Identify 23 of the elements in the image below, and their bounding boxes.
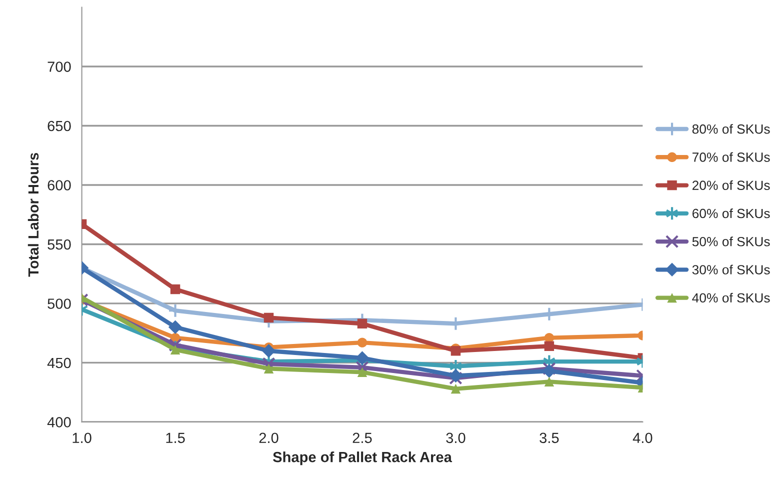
legend-label: 60% of SKUs	[692, 208, 770, 218]
y-tick-label: 500	[48, 298, 71, 309]
x-tick-label: 3.0	[446, 432, 466, 444]
x-tick-label: 4.0	[632, 432, 652, 444]
y-tick-label: 700	[48, 62, 71, 72]
legend-label: 50% of SKUs	[692, 236, 770, 246]
x-tick-label: 1.0	[72, 432, 92, 444]
legend-label: 70% of SKUs	[692, 152, 770, 162]
y-tick-label: 450	[47, 358, 71, 368]
x-tick-label: 2.5	[352, 432, 372, 444]
x-tick-label: 3.5	[540, 432, 559, 444]
y-tick-label: 400	[47, 417, 71, 428]
y-tick-label: 550	[48, 239, 71, 250]
legend-label: 30% of SKUs	[692, 264, 770, 274]
x-tick-label: 2.0	[259, 432, 278, 444]
x-tick-label: 1.5	[166, 432, 185, 444]
x-axis-title: Shape of Pallet Rack Area	[272, 452, 452, 466]
y-axis-title: Total Labor Hours	[28, 152, 39, 277]
legend-label: 20% of SKUs	[692, 180, 770, 190]
y-tick-label: 650	[48, 120, 71, 132]
y-tick-label: 600	[48, 180, 71, 190]
legend-label: 40% of SKUs	[692, 292, 770, 303]
legend-label: 80% of SKUs	[692, 124, 770, 134]
